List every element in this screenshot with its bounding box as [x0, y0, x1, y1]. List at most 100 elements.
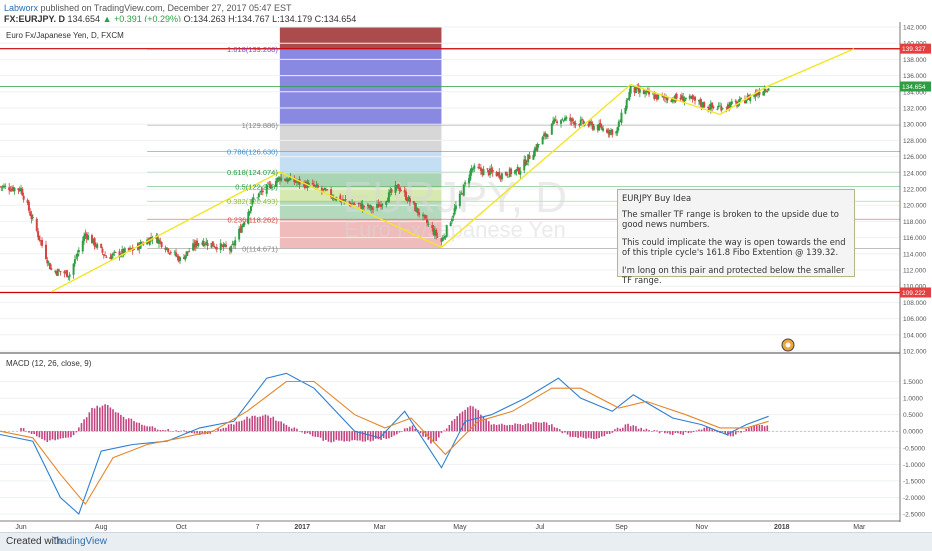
macd-histogram-bar: [572, 431, 574, 437]
author-link[interactable]: Labworx: [4, 3, 39, 13]
macd-histogram-bar: [306, 431, 309, 434]
idea-paragraph-2: This could implicate the way is open tow…: [622, 237, 846, 257]
time-axis[interactable]: Jun Aug Oct 7 2017 Mar May Jul Sep Nov 2018 Mar: [0, 520, 900, 531]
macd-histogram-bar: [466, 407, 469, 432]
price-tick-label: 126.000: [903, 154, 927, 161]
candle-body: [389, 190, 392, 193]
fib-level-labels: 1.618(139.268) 1(129.886) 0.786(126.630) 0.…: [227, 45, 278, 253]
price-tick-label: 112.000: [903, 268, 926, 275]
macd-histogram-bar: [64, 431, 67, 438]
candle-body: [636, 87, 639, 88]
candle-body: [648, 90, 651, 95]
candle-body: [55, 271, 58, 275]
fib-label: 0.382(120.493): [227, 197, 278, 206]
candle-body: [21, 189, 24, 196]
macd-tick-label: -1.0000: [903, 462, 925, 469]
fib-retracement-zones[interactable]: [147, 27, 900, 249]
macd-histogram-bar: [301, 431, 303, 433]
macd-histogram-bar: [524, 423, 527, 432]
macd-tick-label: 1.5000: [903, 379, 923, 386]
candle-body: [532, 154, 535, 160]
macd-histogram-bar: [209, 431, 212, 434]
macd-histogram-bar: [737, 431, 740, 433]
candle-body: [690, 96, 693, 98]
macd-histogram-bar: [377, 431, 380, 440]
macd-histogram-bar: [593, 431, 595, 440]
candle-body: [441, 237, 444, 242]
macd-histogram-bar: [343, 431, 346, 442]
candle-body: [734, 100, 737, 103]
footer-bar: Created with TradingView: [0, 532, 932, 551]
macd-tick-label: 0.0000: [903, 429, 923, 436]
candle-body: [47, 261, 50, 263]
candle-body: [150, 237, 153, 239]
candle-body: [407, 196, 410, 202]
candle-body: [657, 94, 660, 99]
macd-histogram-bar: [393, 431, 395, 436]
macd-histogram-bar: [317, 431, 319, 438]
candle-body: [113, 251, 116, 253]
candle-body: [625, 99, 628, 109]
macd-histogram-bar: [540, 422, 543, 432]
macd-histogram-bar: [653, 430, 656, 432]
macd-histogram-bar: [627, 423, 629, 432]
replay-icon[interactable]: [781, 338, 795, 352]
candle-body: [129, 247, 132, 250]
candle-body: [600, 126, 603, 130]
macd-histogram-bar: [309, 431, 311, 435]
candle-body: [288, 178, 291, 181]
candle-body: [422, 214, 425, 217]
candle-body: [726, 104, 729, 110]
candle-body: [205, 241, 208, 245]
macd-histogram-bar: [706, 426, 708, 432]
chart-background: [0, 22, 932, 532]
fib-zone: [279, 125, 442, 152]
candle-body: [515, 169, 518, 172]
candle-body: [73, 259, 76, 264]
candle-body: [157, 239, 160, 244]
macd-histogram-bar: [451, 420, 453, 432]
candle-body: [211, 241, 214, 247]
candle-body: [506, 173, 509, 176]
horizontal-lines[interactable]: [0, 48, 900, 294]
price-tick-label: 114.000: [903, 251, 926, 258]
macd-histogram-bar: [364, 431, 367, 442]
trend-lines[interactable]: [50, 48, 855, 293]
macd-histogram-bar: [30, 431, 33, 434]
macd-histogram-bar: [143, 425, 146, 432]
watermark-name: Euro Fx/Japanese Yen: [344, 217, 565, 242]
candle-body: [324, 189, 327, 191]
idea-note[interactable]: EURJPY Buy Idea The smaller TF range is …: [617, 189, 855, 285]
candle-body: [573, 121, 576, 125]
candle-body: [249, 206, 252, 212]
chart-canvas[interactable]: EURJPY, D Euro Fx/Japanese Yen 1.618(139…: [0, 22, 932, 532]
macd-histogram-bar: [503, 424, 506, 432]
macd-histogram-bar: [172, 431, 175, 432]
macd-histogram-bar: [698, 429, 700, 432]
macd-histogram-bar: [495, 424, 498, 432]
macd-histogram-bar: [587, 431, 590, 438]
macd-histogram-bar: [238, 421, 240, 432]
candle-body: [552, 120, 555, 125]
macd-histogram-bar: [656, 430, 658, 432]
macd-histogram-bar: [219, 429, 222, 432]
macd-histogram-bar: [38, 431, 41, 438]
tradingview-brand[interactable]: TradingView: [52, 536, 108, 547]
macd-histogram-bar: [319, 431, 322, 438]
candle-body: [498, 171, 501, 178]
price-axis[interactable]: 142.000140.000138.000136.000134.000132.0…: [899, 22, 932, 522]
fib-label: 0.5(122.283): [235, 183, 278, 192]
macd-histogram-bar: [637, 428, 640, 432]
candle-body: [240, 225, 243, 233]
candle-body: [697, 100, 700, 102]
price-tick-label: 106.000: [903, 316, 927, 323]
candle-body: [519, 171, 522, 175]
macd-histogram-bar: [482, 416, 485, 432]
candle-body: [222, 244, 225, 248]
candle-body: [482, 169, 485, 176]
candle-body: [764, 90, 767, 92]
price-change: ▲ +0.391 (+0.29%): [102, 14, 182, 24]
macd-histogram-bar: [438, 431, 440, 438]
candle-body: [151, 239, 154, 241]
macd-histogram-bar: [390, 431, 393, 437]
